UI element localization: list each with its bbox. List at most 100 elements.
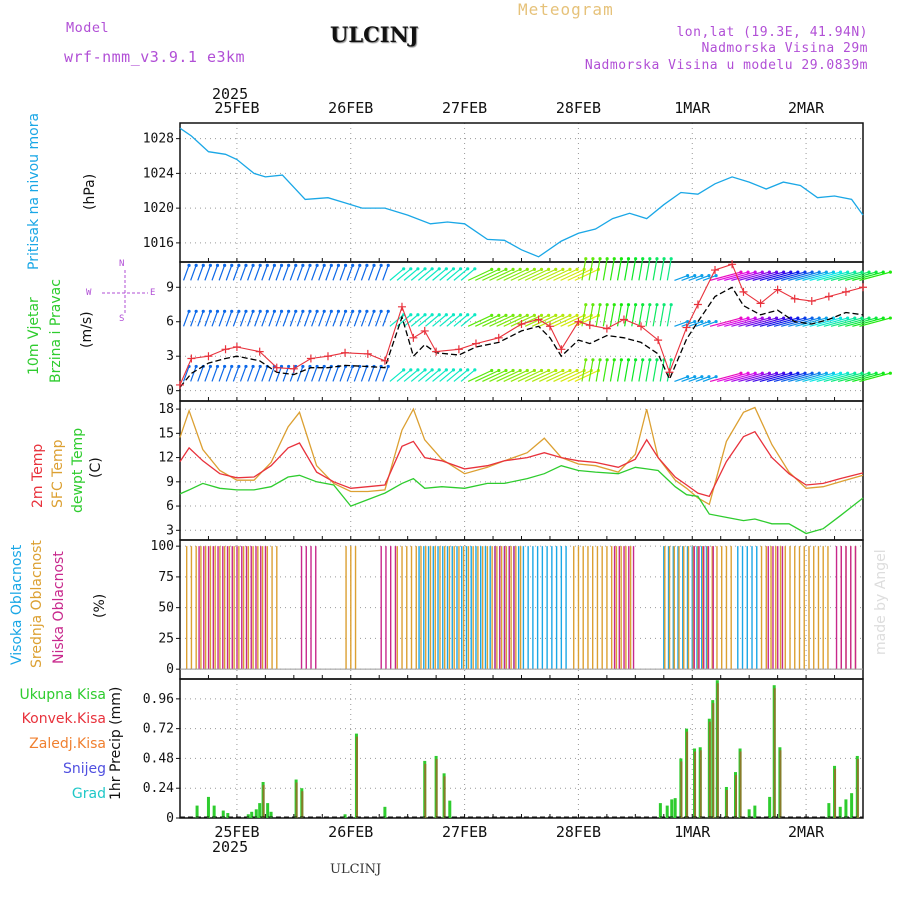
wind-arrow [645, 359, 651, 382]
ytick-label-precip-4: 0.96 [143, 692, 174, 707]
wind-arrow [510, 369, 535, 383]
wind-arrow-head [739, 371, 743, 375]
footer-station: ULCINJ [330, 862, 382, 877]
wind-arrow-head [402, 368, 406, 372]
wind-arrow [638, 359, 644, 382]
wind-arrow-head [272, 309, 277, 313]
wind-arrow [816, 317, 848, 327]
wind-arrow [432, 314, 447, 327]
wind-arrow-head [358, 263, 362, 267]
wind-arrow [453, 369, 469, 382]
wind-arrow-head [824, 316, 828, 320]
wind-arrow [382, 366, 389, 382]
ytick-label-clouds-3: 75 [158, 570, 174, 585]
wind-arrow [247, 366, 254, 382]
wind-arrow-head [215, 309, 220, 313]
wind-arrow-head [881, 371, 885, 375]
compass-w: W [86, 288, 92, 298]
wind-arrow [567, 314, 592, 327]
wind-gust-marker [454, 345, 463, 354]
wind-arrow [688, 275, 703, 281]
wind-arrow [332, 311, 339, 327]
wind-arrow-head [458, 267, 463, 271]
wind-arrow [659, 359, 665, 382]
wind-arrow-head [554, 368, 558, 373]
wind-arrow [239, 366, 247, 382]
wind-arrow [716, 372, 749, 383]
wind-arrow-head [308, 263, 312, 267]
wind-arrow-head [258, 263, 262, 267]
wind-arrow [609, 258, 615, 281]
wind-arrow-head [343, 263, 348, 267]
wind-arrow [631, 359, 637, 382]
wind-arrow-head [867, 270, 871, 274]
wind-arrow [247, 311, 254, 327]
wind-arrow [403, 369, 419, 382]
wind-arrow-head [568, 313, 572, 317]
wind-arrow-head [867, 371, 871, 375]
wind-arrow-head [803, 316, 807, 320]
wind-gust-marker [756, 299, 765, 308]
wind-arrow [709, 317, 742, 327]
wind-arrow [489, 268, 514, 281]
wind-arrow-head [782, 270, 786, 274]
wind-arrow-head [423, 267, 427, 271]
ytick-label-clouds-1: 25 [158, 631, 174, 646]
wind-arrow [318, 366, 325, 382]
wind-arrow [467, 268, 492, 281]
wind-arrow-head [308, 309, 312, 313]
wind-arrow-head [223, 364, 227, 369]
wind-arrow [695, 376, 710, 383]
station-title: ULCINJ [330, 22, 419, 47]
wind-arrow-head [287, 364, 291, 369]
wind-arrow [595, 359, 601, 382]
sfc-temp-line [179, 406, 864, 506]
wind-arrow [261, 265, 268, 281]
wind-arrow-head [753, 316, 757, 320]
ytick-label-wind-1: 3 [166, 349, 174, 364]
wind-arrow-head [554, 313, 558, 317]
wind-arrow [766, 372, 799, 383]
ytick-label-temperature-3: 12 [158, 451, 174, 466]
wind-arrow [560, 268, 585, 281]
wind-arrow-head [810, 316, 814, 320]
wind-arrow [268, 366, 275, 382]
wind-arrow-head [237, 309, 241, 313]
wind-arrow-head [208, 364, 212, 369]
wind-arrow-head [598, 257, 602, 261]
wind-gust-marker [204, 352, 213, 361]
wind-arrow-head [575, 368, 579, 373]
wind-arrow-head [251, 309, 255, 313]
wind-arrow [859, 372, 891, 383]
wind-arrow-head [386, 263, 390, 267]
wind-arrow [524, 314, 549, 327]
wind-arrow-head [753, 270, 757, 274]
wind-arrow-head [187, 263, 191, 267]
wind-arrow [197, 311, 204, 327]
date-label-bottom-1: 26FEB [328, 823, 374, 841]
wind-arrow [702, 320, 717, 327]
date-label-top-4: 1MAR [674, 99, 711, 117]
wind-arrow-head [351, 309, 355, 313]
wind-arrow [852, 372, 884, 383]
wind-arrow [845, 317, 877, 327]
wind-gust-marker [380, 356, 389, 365]
wind-arrow [247, 265, 254, 281]
wind-arrow-head [853, 371, 857, 375]
wind-arrow [261, 311, 268, 327]
wind-arrow-head [379, 309, 383, 313]
ytick-label-pressure-0: 1016 [143, 236, 174, 251]
wind-arrow-head [365, 263, 369, 267]
wind-arrow [318, 311, 325, 327]
date-label-top-5: 2MAR [788, 99, 825, 117]
wind-arrow [389, 314, 405, 327]
wind-arrow-head [430, 313, 434, 317]
wind-arrow [460, 369, 476, 382]
wind-arrow-head [584, 257, 588, 261]
wind-arrow-head [584, 303, 588, 307]
wind-arrow-head [810, 270, 814, 274]
wind-arrow-head [322, 309, 326, 313]
wind-arrow-head [430, 267, 434, 271]
precip-bar-convective [295, 782, 298, 818]
precip-bar [753, 805, 757, 818]
